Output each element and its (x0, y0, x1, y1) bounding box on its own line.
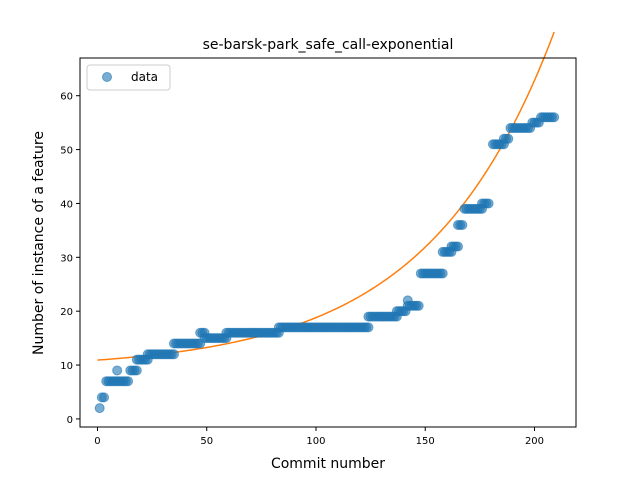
data-point (453, 241, 464, 252)
x-tick-label: 50 (200, 436, 213, 447)
data-points-layer (94, 112, 560, 414)
axes (79, 57, 577, 428)
x-axis-title: Commit number (271, 456, 385, 472)
data-point (483, 198, 494, 209)
data-point (123, 376, 134, 387)
chart-title: se-barsk-park_safe_call-exponential (203, 37, 454, 53)
y-tick-label: 0 (67, 415, 73, 426)
data-point (94, 403, 105, 414)
data-point (131, 365, 142, 376)
data-point (168, 349, 179, 360)
data-point (549, 112, 560, 123)
y-tick-label: 30 (60, 253, 73, 264)
data-point (503, 133, 514, 144)
x-axis-ticks: 0 50 100 150 200 (94, 427, 544, 447)
y-axis-ticks: 0 10 20 30 40 50 60 (60, 92, 80, 426)
plot-frame (79, 57, 577, 428)
y-tick-label: 10 (60, 361, 73, 372)
data-point (99, 392, 110, 403)
y-axis-title: Number of instance of a feature (31, 131, 47, 355)
data-point (363, 322, 374, 333)
data-point (457, 219, 468, 230)
y-tick-label: 40 (60, 199, 73, 210)
legend-label-data: data (131, 70, 158, 84)
y-tick-label: 50 (60, 146, 73, 157)
x-tick-label: 100 (306, 436, 325, 447)
legend-marker-data (102, 72, 112, 82)
y-tick-label: 20 (60, 307, 73, 318)
x-tick-label: 150 (416, 436, 435, 447)
x-tick-label: 0 (94, 436, 100, 447)
y-tick-label: 60 (60, 92, 73, 103)
data-point (413, 300, 424, 311)
data-point (437, 268, 448, 279)
legend: data (86, 64, 171, 91)
data-point (112, 365, 123, 376)
x-tick-label: 200 (525, 436, 544, 447)
legend-box (86, 64, 171, 91)
